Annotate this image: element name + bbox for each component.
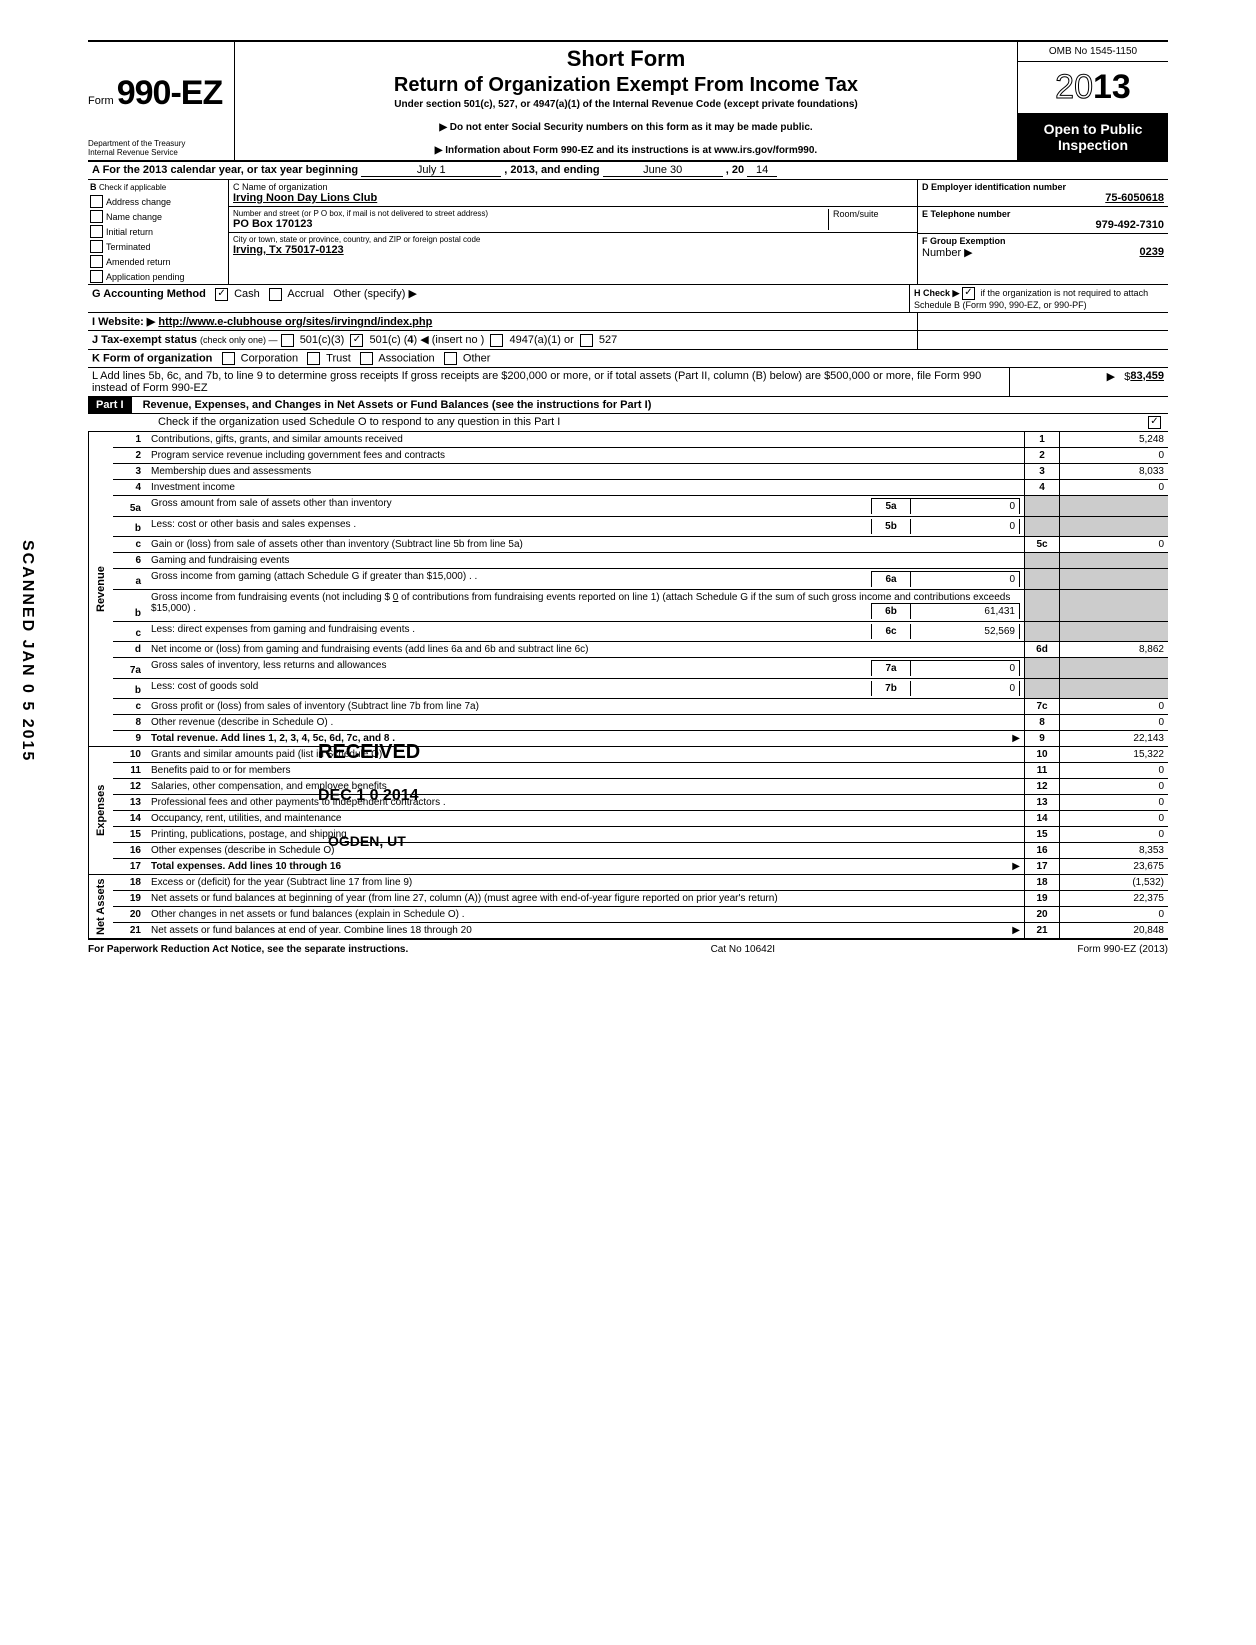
ein: 75-6050618 <box>922 192 1164 204</box>
expenses-group: RECEIVED DEC 1 0 2014 OGDEN, UT Expenses… <box>88 747 1168 875</box>
line-10: 10Grants and similar amounts paid (list … <box>113 747 1168 763</box>
line-14: 14Occupancy, rent, utilities, and mainte… <box>113 810 1168 826</box>
line-1: 1Contributions, gifts, grants, and simil… <box>113 432 1168 448</box>
part1-check: Check if the organization used Schedule … <box>88 414 1168 432</box>
org-info-block: B Check if applicable Address change Nam… <box>88 180 1168 285</box>
year-end: June 30 <box>603 164 723 177</box>
under-section: Under section 501(c), 527, or 4947(a)(1)… <box>243 99 1009 110</box>
line-5c: cGain or (loss) from sale of assets othe… <box>113 536 1168 552</box>
chk-corp[interactable] <box>222 352 235 365</box>
year-begin: July 1 <box>361 164 501 177</box>
year-end2: 14 <box>747 164 777 177</box>
chk-sched-b[interactable] <box>962 287 975 300</box>
chk-other-org[interactable] <box>444 352 457 365</box>
line-6a: aGross income from gaming (attach Schedu… <box>113 568 1168 589</box>
section-j: J Tax-exempt status (check only one) — 5… <box>88 331 1168 350</box>
ssn-warning: ▶ Do not enter Social Security numbers o… <box>243 122 1009 133</box>
revenue-group: Revenue 1Contributions, gifts, grants, a… <box>88 432 1168 747</box>
line-2: 2Program service revenue including gover… <box>113 447 1168 463</box>
form-990ez: Form 990-EZ Department of the Treasury I… <box>88 40 1168 955</box>
form-number: 990-EZ <box>117 74 223 112</box>
cat-no: Cat No 10642I <box>711 944 776 955</box>
chk-name[interactable] <box>90 210 103 223</box>
section-i: I Website: ▶ http://www.e-clubhouse org/… <box>88 313 1168 331</box>
omb-number: OMB No 1545-1150 <box>1018 42 1168 62</box>
section-g-h: G Accounting Method Cash Accrual Other (… <box>88 285 1168 313</box>
form-header: Form 990-EZ Department of the Treasury I… <box>88 40 1168 162</box>
return-title: Return of Organization Exempt From Incom… <box>243 74 1009 97</box>
scanned-stamp: SCANNED JAN 0 5 2015 <box>18 540 36 762</box>
paperwork-notice: For Paperwork Reduction Act Notice, see … <box>88 944 408 955</box>
line-6d: dNet income or (loss) from gaming and fu… <box>113 641 1168 657</box>
chk-sched-o[interactable] <box>1148 416 1161 429</box>
revenue-label: Revenue <box>88 432 113 746</box>
line-19: 19Net assets or fund balances at beginni… <box>113 890 1168 906</box>
line-4: 4Investment income40 <box>113 479 1168 495</box>
line-5a: 5aGross amount from sale of assets other… <box>113 495 1168 516</box>
open-public: Open to Public Inspection <box>1018 114 1168 160</box>
chk-amended[interactable] <box>90 255 103 268</box>
line-7b: bLess: cost of goods sold7b0 <box>113 678 1168 698</box>
chk-501c[interactable] <box>350 334 363 347</box>
short-form-title: Short Form <box>243 46 1009 72</box>
chk-address[interactable] <box>90 195 103 208</box>
line-7c: cGross profit or (loss) from sales of in… <box>113 698 1168 714</box>
line-3: 3Membership dues and assessments38,033 <box>113 463 1168 479</box>
part1-header: Part I Revenue, Expenses, and Changes in… <box>88 397 1168 414</box>
group-exemption: 0239 <box>1140 246 1164 258</box>
gross-receipts: 83,459 <box>1130 370 1164 382</box>
chk-trust[interactable] <box>307 352 320 365</box>
org-city: Irving, Tx 75017-0123 <box>233 244 913 256</box>
org-street: PO Box 170123 <box>233 218 828 230</box>
line-6b: bGross income from fundraising events (n… <box>113 589 1168 621</box>
form-footer: Form 990-EZ (2013) <box>1077 944 1168 955</box>
line-12: 12Salaries, other compensation, and empl… <box>113 778 1168 794</box>
line-20: 20Other changes in net assets or fund ba… <box>113 906 1168 922</box>
line-5b: bLess: cost or other basis and sales exp… <box>113 516 1168 536</box>
line-17: 17Total expenses. Add lines 10 through 1… <box>113 858 1168 874</box>
chk-assoc[interactable] <box>360 352 373 365</box>
line-6c: cLess: direct expenses from gaming and f… <box>113 621 1168 641</box>
section-a: A For the 2013 calendar year, or tax yea… <box>88 162 1168 180</box>
footer: For Paperwork Reduction Act Notice, see … <box>88 940 1168 955</box>
section-l: L Add lines 5b, 6c, and 7b, to line 9 to… <box>88 368 1168 397</box>
tax-year: 2013 <box>1018 62 1168 114</box>
line-6: 6Gaming and fundraising events <box>113 552 1168 568</box>
line-13: 13Professional fees and other payments t… <box>113 794 1168 810</box>
chk-4947[interactable] <box>490 334 503 347</box>
chk-accrual[interactable] <box>269 288 282 301</box>
line-21: 21Net assets or fund balances at end of … <box>113 922 1168 938</box>
chk-cash[interactable] <box>215 288 228 301</box>
line-15: 15Printing, publications, postage, and s… <box>113 826 1168 842</box>
line-9: 9Total revenue. Add lines 1, 2, 3, 4, 5c… <box>113 730 1168 746</box>
line-16: 16Other expenses (describe in Schedule O… <box>113 842 1168 858</box>
dept-irs: Internal Revenue Service <box>88 149 228 158</box>
line-7a: 7aGross sales of inventory, less returns… <box>113 657 1168 678</box>
chk-527[interactable] <box>580 334 593 347</box>
line-11: 11Benefits paid to or for members110 <box>113 762 1168 778</box>
chk-501c3[interactable] <box>281 334 294 347</box>
section-k: K Form of organization Corporation Trust… <box>88 350 1168 368</box>
chk-initial[interactable] <box>90 225 103 238</box>
info-line: ▶ Information about Form 990-EZ and its … <box>243 145 1009 156</box>
website: http://www.e-clubhouse org/sites/irvingn… <box>158 316 432 328</box>
chk-pending[interactable] <box>90 270 103 283</box>
phone: 979-492-7310 <box>922 219 1164 231</box>
org-name: Irving Noon Day Lions Club <box>233 192 913 204</box>
line-18: 18Excess or (deficit) for the year (Subt… <box>113 875 1168 891</box>
expenses-label: Expenses <box>88 747 113 874</box>
net-assets-group: Net Assets 18Excess or (deficit) for the… <box>88 875 1168 940</box>
form-label: Form <box>88 95 114 107</box>
net-assets-label: Net Assets <box>88 875 113 938</box>
chk-terminated[interactable] <box>90 240 103 253</box>
line-8: 8Other revenue (describe in Schedule O) … <box>113 714 1168 730</box>
